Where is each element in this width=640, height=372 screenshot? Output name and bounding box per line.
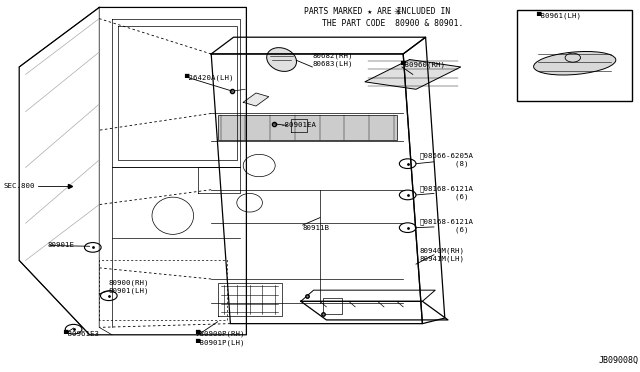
Text: 80682(RH)
80683(LH): 80682(RH) 80683(LH): [312, 53, 353, 67]
Text: 80940M(RH)
80941M(LH): 80940M(RH) 80941M(LH): [419, 248, 464, 262]
Text: ▀26420A(LH): ▀26420A(LH): [184, 74, 234, 81]
Text: Ⓝ08168-6121A
        (6): Ⓝ08168-6121A (6): [419, 185, 473, 200]
FancyBboxPatch shape: [517, 10, 632, 101]
Text: ▀80900P(RH)
▀80901P(LH): ▀80900P(RH) ▀80901P(LH): [195, 329, 244, 346]
Text: ▀80961E3: ▀80961E3: [63, 331, 99, 337]
Ellipse shape: [534, 51, 616, 75]
Text: 80911B: 80911B: [302, 225, 329, 231]
Text: THE PART CODE  80900 & 80901.: THE PART CODE 80900 & 80901.: [322, 19, 463, 28]
Text: ▀80960(RH): ▀80960(RH): [400, 60, 445, 68]
Text: 80900(RH)
80901(LH): 80900(RH) 80901(LH): [109, 280, 149, 294]
Text: 80901E: 80901E: [48, 242, 75, 248]
Polygon shape: [218, 115, 397, 140]
Text: ✳: ✳: [394, 7, 402, 17]
Polygon shape: [243, 93, 269, 106]
Polygon shape: [365, 60, 461, 89]
Text: Ⓝ08566-6205A
        (8): Ⓝ08566-6205A (8): [419, 153, 473, 167]
Text: JB09008Q: JB09008Q: [599, 356, 639, 365]
Text: SEC.800: SEC.800: [3, 183, 35, 189]
Text: -80901EA: -80901EA: [280, 122, 316, 128]
Text: Ⓝ08168-6121A
        (6): Ⓝ08168-6121A (6): [419, 219, 473, 234]
Ellipse shape: [267, 48, 296, 71]
Text: PARTS MARKED ★ ARE INCLUDED IN: PARTS MARKED ★ ARE INCLUDED IN: [304, 7, 451, 16]
Text: ▀80961(LH): ▀80961(LH): [536, 12, 581, 19]
